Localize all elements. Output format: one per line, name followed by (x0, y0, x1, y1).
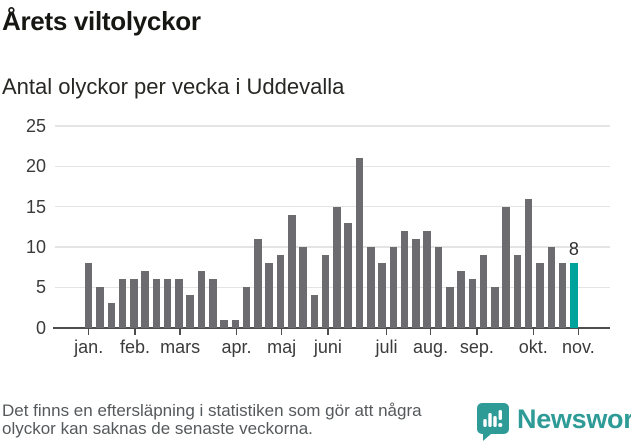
bar (197, 271, 206, 328)
bar (547, 247, 556, 328)
bar (265, 263, 273, 328)
x-axis-tick (179, 328, 181, 335)
y-axis-label: 25 (25, 116, 46, 137)
bar (524, 198, 533, 328)
bar (502, 206, 510, 328)
newsworthy-logo-icon (477, 403, 509, 441)
highlighted-bar (570, 263, 578, 328)
chart-subtitle: Antal olyckor per vecka i Uddevalla (2, 74, 345, 99)
x-axis-tick (476, 328, 478, 335)
bar (558, 263, 567, 328)
y-axis-label: 5 (35, 277, 46, 298)
bar (333, 206, 341, 328)
x-axis-label: jan. (74, 336, 104, 357)
bar (107, 303, 116, 328)
x-axis-label: juni (313, 336, 342, 357)
y-axis-label: 10 (25, 237, 46, 258)
bar (175, 279, 183, 328)
bar (355, 158, 364, 328)
y-axis-label: 20 (25, 156, 46, 177)
x-axis-tick (532, 328, 534, 335)
x-axis-label: mars (160, 336, 201, 357)
bar (389, 247, 398, 328)
bar (152, 279, 161, 328)
y-axis-label: 15 (25, 196, 46, 217)
bar (276, 255, 285, 328)
footnote: Det finns en eftersläpning i statistiken… (2, 402, 462, 438)
footnote-line-2: olyckor kan saknas de senaste veckorna. (2, 419, 313, 438)
x-axis-label: aug. (413, 336, 449, 357)
bar (209, 279, 217, 328)
footnote-line-1: Det finns en eftersläpning i statistiken… (2, 401, 422, 420)
gridline (55, 125, 610, 127)
x-axis-tick (235, 328, 238, 335)
chart-title: Årets viltolyckor (2, 6, 201, 36)
x-axis-tick (385, 328, 388, 335)
bar (84, 263, 93, 328)
bar (400, 230, 409, 328)
bar (130, 279, 138, 328)
x-axis-label: feb. (119, 336, 150, 357)
gridline (55, 165, 610, 168)
gridline (55, 205, 610, 208)
bar (378, 263, 386, 328)
bar (457, 271, 465, 328)
x-axis-label: apr. (221, 336, 252, 357)
bar (412, 238, 420, 328)
gridline (55, 246, 610, 248)
bar (231, 319, 240, 328)
bar (536, 263, 544, 328)
x-axis-label: okt. (518, 336, 548, 357)
x-axis-label: juli (375, 336, 398, 357)
newsworthy-logo[interactable]: Newsworthy (477, 403, 631, 441)
x-axis-tick (280, 328, 283, 335)
bar (479, 255, 488, 328)
bar (423, 230, 431, 328)
bar (220, 319, 228, 328)
bar (141, 271, 149, 328)
x-axis-tick (134, 328, 136, 335)
x-axis-tick (429, 328, 432, 335)
bar (186, 295, 194, 328)
bar (344, 222, 352, 328)
bar-value-label: 8 (568, 239, 579, 260)
bar (446, 287, 454, 328)
bar (513, 255, 522, 328)
bar (491, 287, 499, 328)
bar (163, 279, 172, 328)
bar (96, 287, 104, 328)
bar (254, 238, 262, 328)
bar (367, 247, 375, 328)
x-axis-tick (327, 328, 329, 335)
x-axis-line (53, 326, 610, 329)
bar (118, 279, 127, 328)
gridline (55, 286, 610, 289)
newsworthy-wordmark: Newsworthy (517, 404, 631, 434)
bar (434, 247, 443, 328)
x-axis-label: maj (267, 336, 297, 357)
bar (310, 295, 319, 328)
bar (288, 214, 296, 328)
bar (299, 247, 307, 328)
viltolyckor-bar-chart: 0 5 10 15 20 25 jan. feb. mars apr. maj juni juli aug… (25, 116, 610, 357)
x-axis-label: sep. (459, 336, 494, 357)
x-axis-label: nov. (562, 336, 595, 357)
bar (321, 255, 330, 328)
bar (242, 287, 251, 328)
x-axis-tick (577, 328, 580, 335)
y-axis-label: 0 (35, 317, 46, 338)
x-axis-tick (87, 328, 90, 335)
bar (468, 279, 477, 328)
